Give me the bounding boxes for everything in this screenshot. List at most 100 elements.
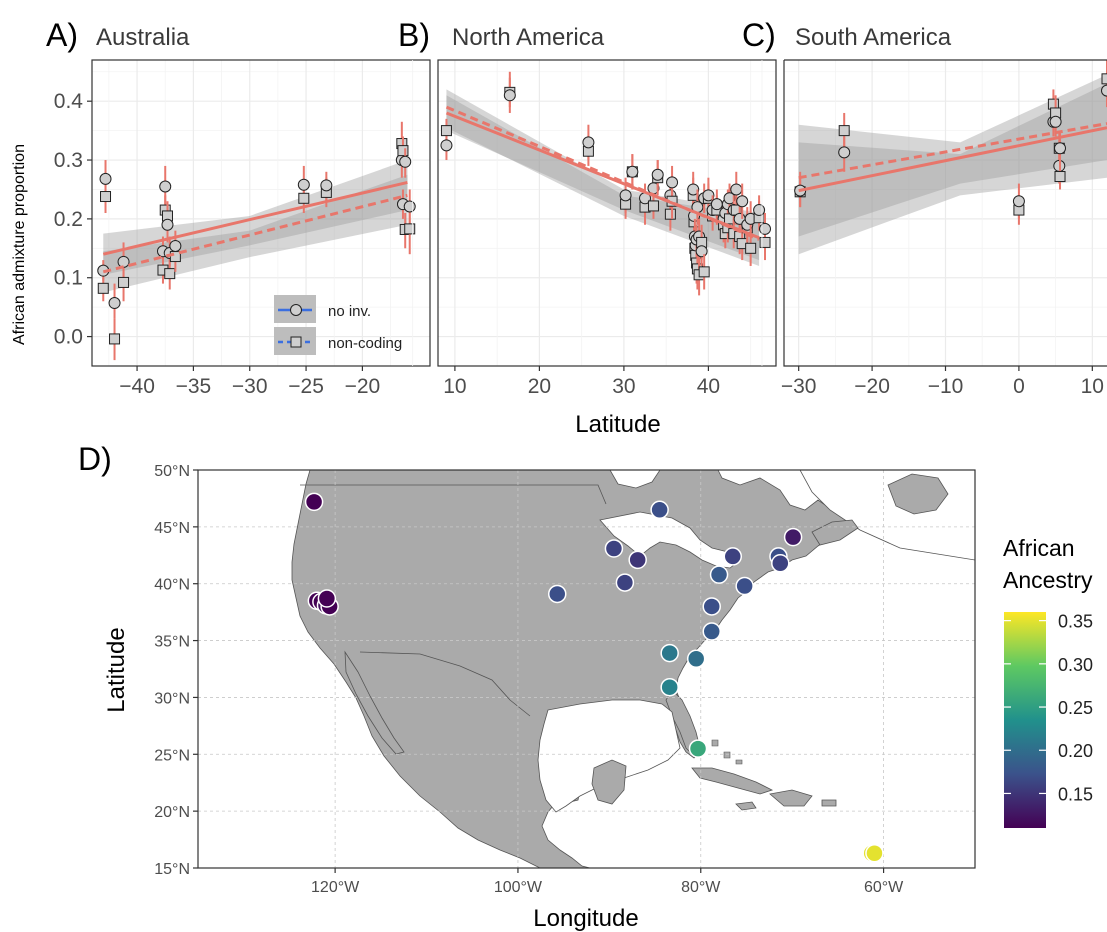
data-point-no-inv xyxy=(759,222,772,235)
map-x-ticks: 120°W 100°W 80°W 60°W xyxy=(311,868,904,896)
x-tick-label-north-america: 10 xyxy=(443,375,466,398)
data-point-non-coding xyxy=(118,276,130,288)
confidence-bands-north-america xyxy=(446,89,760,266)
site-marker xyxy=(771,553,790,573)
data-point-non-coding xyxy=(440,125,452,137)
data-point-no-inv xyxy=(619,189,632,202)
site-marker xyxy=(660,677,679,697)
data-point-no-inv xyxy=(710,198,723,211)
colorbar: African Ancestry 0.15 0.20 0.25 0.30 0.35 xyxy=(1003,535,1093,828)
data-point-no-inv xyxy=(159,180,172,193)
grid-australia xyxy=(92,60,430,366)
y-tick-label: 0.4 xyxy=(54,90,84,113)
data-point-no-inv xyxy=(736,195,749,208)
data-point-non-coding xyxy=(647,200,659,212)
legend-square-icon xyxy=(290,336,302,348)
site-marker xyxy=(317,589,337,608)
data-point-no-inv xyxy=(1054,142,1067,155)
data-point-non-coding xyxy=(759,236,771,248)
x-tick-label-south-america: −20 xyxy=(854,375,890,398)
fit-lines-south-america xyxy=(798,122,1107,193)
map-y-tick-label: 20°N xyxy=(154,804,190,821)
data-point-no-inv xyxy=(320,179,333,192)
site-marker xyxy=(702,622,721,641)
site-marker xyxy=(865,843,884,863)
data-point-non-coding xyxy=(664,208,676,220)
data-point-non-coding xyxy=(169,251,181,263)
x-tick-label-australia: −40 xyxy=(119,375,155,398)
legend-circle-icon xyxy=(290,304,302,316)
confidence-band-non-coding xyxy=(798,74,1107,255)
data-point-no-inv xyxy=(730,183,743,196)
legend-label-no-inv: no inv. xyxy=(328,303,371,320)
data-point-non-coding xyxy=(1054,171,1066,183)
x-tick-label-south-america: −10 xyxy=(928,375,964,398)
data-point-no-inv xyxy=(687,183,700,196)
y-tick-label: 0.0 xyxy=(54,326,83,349)
data-point-no-inv xyxy=(1012,195,1025,208)
puerto-rico xyxy=(821,799,837,807)
yucatan xyxy=(591,759,627,805)
x-tick-label-north-america: 30 xyxy=(612,375,635,398)
x-ticks-south-america: −30 −20 −10 0 10 xyxy=(781,366,1104,398)
x-tick-label-australia: −30 xyxy=(232,375,268,398)
site-marker xyxy=(650,500,669,520)
data-point-no-inv xyxy=(161,218,174,231)
data-point-non-coding xyxy=(100,191,112,203)
colorbar-tick-label: 0.35 xyxy=(1058,612,1093,632)
map-y-ticks: 15°N 20°N 25°N 30°N 35°N 40°N 45°N 50°N xyxy=(154,463,198,878)
x-tick-label-australia: −20 xyxy=(345,375,381,398)
panel-north-america: B) North America 10 20 30 40 xyxy=(398,17,777,398)
data-point-no-inv xyxy=(702,189,715,202)
colorbar-tick-label: 0.25 xyxy=(1058,698,1093,718)
data-point-no-inv xyxy=(723,192,736,205)
us-canada-border xyxy=(300,484,607,505)
colorbar-gradient xyxy=(1004,612,1046,828)
data-point-non-coding xyxy=(397,145,409,157)
panel-map: D) 120°W 100°W 80°W 60°W 15°N 20°N 25°N 30°N 35… xyxy=(78,441,1093,932)
site-marker xyxy=(547,584,567,604)
site-marker xyxy=(686,649,706,669)
data-point-non-coding xyxy=(838,125,850,137)
site-marker xyxy=(604,539,624,558)
x-ticks-australia: −40 −35 −30 −25 −20 xyxy=(119,366,380,398)
data-point-no-inv xyxy=(503,89,516,102)
panel-letter-c: C) xyxy=(742,17,776,53)
hudson-bay-edge xyxy=(609,470,661,489)
y-axis-title: African admixture proportion xyxy=(11,144,28,345)
facet-title-australia: Australia xyxy=(96,24,190,51)
data-point-no-inv xyxy=(108,297,121,310)
fit-line-non-coding xyxy=(445,105,760,241)
plot-area-australia xyxy=(92,60,430,366)
map-x-tick-label: 120°W xyxy=(311,879,360,896)
data-point-no-inv xyxy=(399,155,412,168)
data-point-no-inv xyxy=(117,255,130,268)
site-marker xyxy=(709,565,729,584)
data-point-no-inv xyxy=(838,146,851,159)
site-marker xyxy=(628,550,647,570)
site-marker xyxy=(723,547,743,566)
x-axis-title: Latitude xyxy=(575,411,660,438)
x-tick-label-south-america: −30 xyxy=(781,375,817,398)
map-y-tick-label: 40°N xyxy=(154,577,190,594)
panel-border-north-america xyxy=(437,59,777,367)
site-marker xyxy=(304,492,324,512)
fit-line-non-coding xyxy=(798,122,1107,180)
site-marker xyxy=(702,597,721,616)
data-point-no-inv xyxy=(403,200,416,213)
map-y-tick-label: 30°N xyxy=(154,690,190,707)
y-tick-label: 0.1 xyxy=(54,267,83,290)
x-tick-label-north-america: 40 xyxy=(697,375,720,398)
x-tick-label-australia: −35 xyxy=(176,375,212,398)
y-tick-label: 0.2 xyxy=(54,208,83,231)
map-sites xyxy=(304,492,884,863)
x-tick-label-south-america: 0 xyxy=(1013,375,1025,398)
bahamas xyxy=(711,739,743,765)
panel-south-america: C) South America −30 −20 −10 0 10 xyxy=(742,17,1107,398)
data-point-no-inv xyxy=(440,139,453,152)
map-x-axis-title: Longitude xyxy=(533,905,638,932)
confidence-band-no-inv xyxy=(446,95,760,261)
fit-line-no-inv xyxy=(798,126,1107,193)
fit-lines-australia xyxy=(102,180,408,274)
